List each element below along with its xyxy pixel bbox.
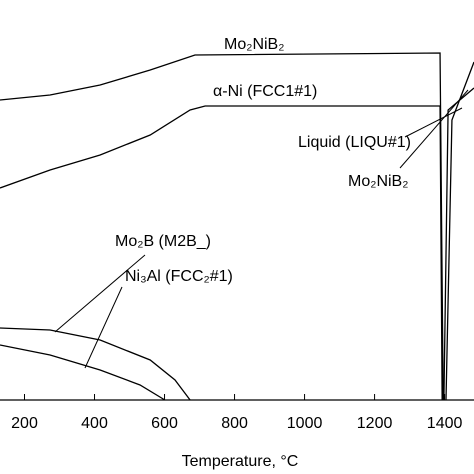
x-axis-label: Temperature, °C xyxy=(182,453,299,470)
leader-line xyxy=(84,286,123,369)
leader-line xyxy=(404,107,463,138)
curve-label: Mo₂B (M2B_) xyxy=(115,233,211,250)
curve xyxy=(0,344,166,401)
leader-line xyxy=(399,89,469,169)
leader-line xyxy=(54,254,146,333)
x-tick-label: 1400 xyxy=(427,415,463,432)
curve-label: Mo₂NiB₂ xyxy=(224,36,284,53)
x-tick-label: 600 xyxy=(151,415,178,432)
x-tick-label: 1200 xyxy=(357,415,393,432)
curve xyxy=(443,87,474,401)
curve xyxy=(0,327,191,401)
x-tick-label: 800 xyxy=(221,415,248,432)
x-tick-label: 1000 xyxy=(287,415,323,432)
curve-label: Mo₂NiB₂ xyxy=(348,173,408,190)
curve-label: α-Ni (FCC1#1) xyxy=(213,83,317,100)
curve xyxy=(0,105,443,401)
x-tick-label: 400 xyxy=(81,415,108,432)
curve-label: Liquid (LIQU#1) xyxy=(298,134,411,151)
curve-label: Ni₃Al (FCC₂#1) xyxy=(125,268,233,285)
curve xyxy=(0,52,444,401)
x-tick-label: 200 xyxy=(11,415,38,432)
curve xyxy=(445,61,474,401)
